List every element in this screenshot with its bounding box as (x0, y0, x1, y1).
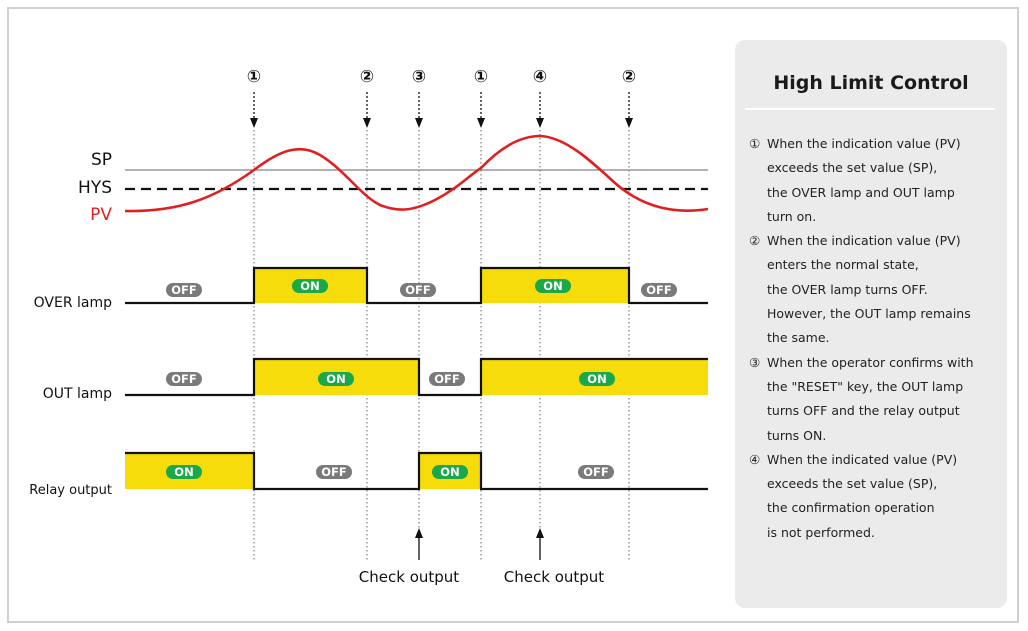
on-badge-text: ON (326, 372, 345, 386)
down-arrow-head (415, 118, 423, 128)
item-text: When the indication value (PV) enters th… (767, 233, 971, 346)
over-lamp-signal (125, 266, 708, 305)
down-arrow-head (363, 118, 371, 128)
check-output-label-1: Check output (359, 568, 460, 586)
item-number: ① (749, 136, 761, 151)
off-badge-text: OFF (434, 372, 460, 386)
on-badge-text: ON (174, 465, 193, 479)
row-label-over-lamp: OVER lamp (34, 295, 112, 311)
relay-output-signal (125, 451, 708, 491)
off-badge (316, 465, 352, 479)
marker-3: ③ (412, 67, 426, 87)
on-badge (535, 279, 571, 293)
off-badge (641, 283, 677, 297)
on-badge-text: ON (543, 279, 562, 293)
up-arrow-head (415, 528, 423, 538)
off-badge-text: OFF (405, 283, 431, 297)
pv-label: PV (90, 205, 112, 225)
off-badge-text: OFF (171, 372, 197, 386)
description-list: ① When the indication value (PV) exceeds… (749, 132, 1001, 545)
marker-2: ② (360, 67, 374, 87)
description-item: ① When the indication value (PV) exceeds… (749, 132, 1001, 229)
row-label-out-lamp: OUT lamp (43, 386, 112, 402)
on-badge (318, 372, 354, 386)
on-badge-text: ON (587, 372, 606, 386)
description-panel: High Limit Control ① When the indication… (735, 40, 1007, 608)
off-badge-text: OFF (583, 465, 609, 479)
on-badge (432, 465, 468, 479)
on-badge-text: ON (440, 465, 459, 479)
off-badge (429, 372, 465, 386)
panel-divider (745, 108, 995, 110)
item-text: When the operator confirms with the "RES… (767, 354, 974, 443)
item-number: ② (749, 233, 761, 249)
marker-1: ① (247, 67, 261, 87)
description-item: ④ When the indicated value (PV) exceeds … (749, 448, 1001, 545)
panel-title: High Limit Control (773, 72, 969, 94)
off-badge (166, 372, 202, 386)
out-lamp-signal (125, 357, 708, 397)
description-item: ③ When the operator confirms with the "R… (749, 351, 1001, 448)
on-badge (579, 372, 615, 386)
item-number: ③ (749, 354, 761, 370)
sp-label: SP (91, 150, 112, 170)
item-text: When the indication value (PV) exceeds t… (767, 136, 961, 224)
row-label-relay-output: Relay output (29, 483, 112, 498)
item-text: When the indicated value (PV) exceeds th… (767, 451, 958, 540)
description-item: ② When the indication value (PV) enters … (749, 229, 1001, 350)
off-badge-text: OFF (171, 283, 197, 297)
off-badge (166, 283, 202, 297)
check-output-label-2: Check output (504, 568, 605, 586)
down-arrow-head (536, 118, 544, 128)
off-badge (400, 283, 436, 297)
marker-6: ② (622, 67, 636, 87)
marker-5: ④ (533, 67, 547, 87)
up-arrow-head (536, 528, 544, 538)
down-arrow-head (477, 118, 485, 128)
off-badge (578, 465, 614, 479)
marker-4: ① (474, 67, 488, 87)
on-badge (292, 279, 328, 293)
down-arrow-head (625, 118, 633, 128)
on-badge-text: ON (300, 279, 319, 293)
pv-curve (124, 134, 709, 213)
down-arrow-head (250, 118, 258, 128)
off-badge-text: OFF (321, 465, 347, 479)
on-badge (166, 465, 202, 479)
hys-label: HYS (78, 178, 112, 198)
off-badge-text: OFF (646, 283, 672, 297)
item-number: ④ (749, 451, 761, 467)
